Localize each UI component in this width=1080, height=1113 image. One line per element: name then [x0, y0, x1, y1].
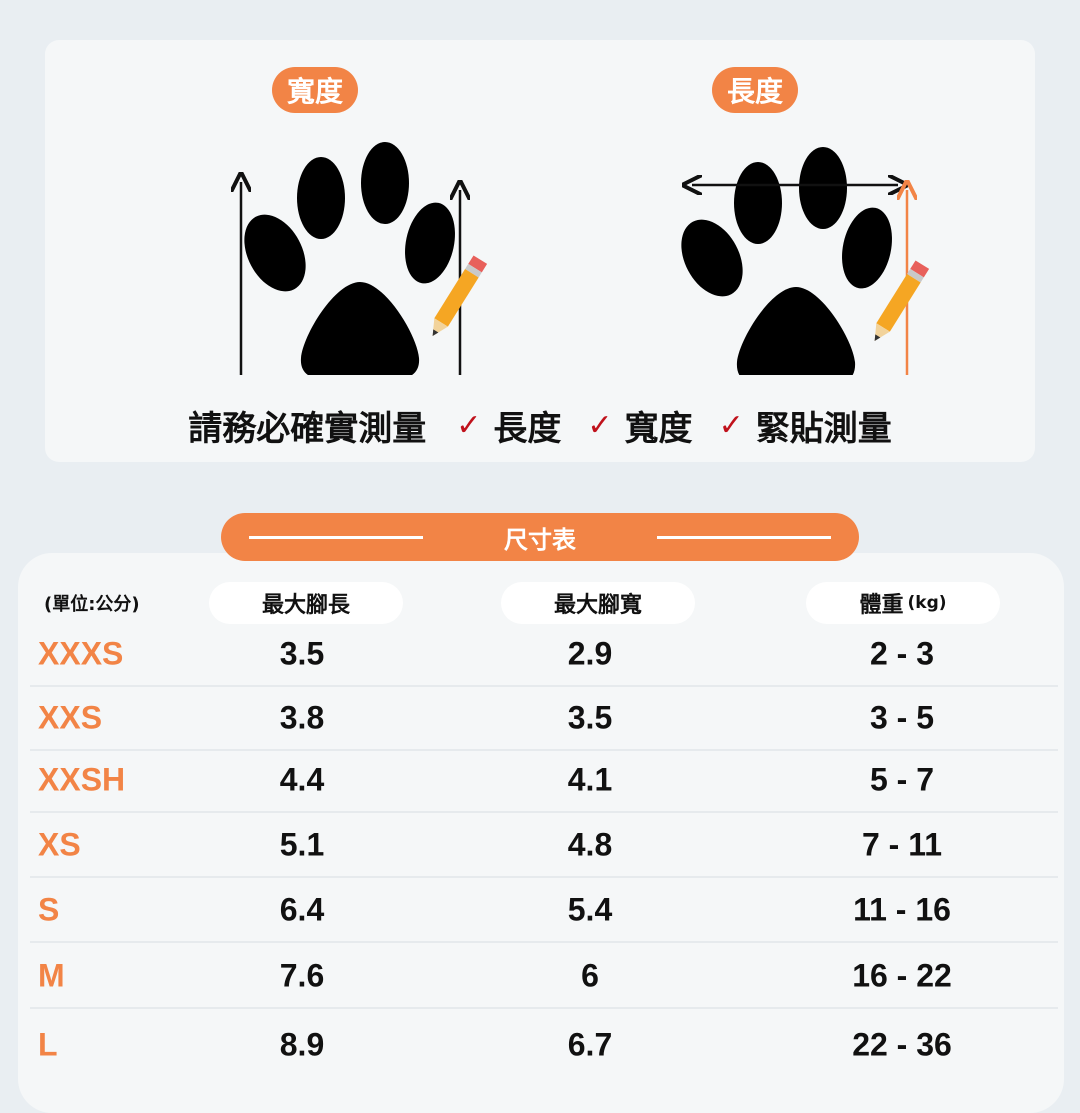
header-max-length: 最大腳長	[209, 582, 403, 624]
weight-cell: 3 - 5	[869, 699, 935, 736]
max-length-cell: 5.1	[279, 826, 325, 863]
size-label: XXXS	[38, 635, 124, 672]
max-length-cell: 3.8	[279, 699, 325, 736]
header-max-width: 最大腳寬	[501, 582, 695, 624]
length-measure-illustration	[681, 147, 940, 375]
table-row: L 8.9 6.7 22 - 36	[30, 1014, 1058, 1076]
size-label: M	[38, 957, 65, 994]
table-row: S 6.4 5.4 11 - 16	[30, 879, 1058, 943]
table-row: XXS 3.8 3.5 3 - 5	[30, 687, 1058, 751]
instruction-text: 請務必確實測量	[188, 408, 427, 449]
width-badge: 寬度	[272, 67, 358, 113]
banner-divider	[657, 536, 831, 539]
check-icon: ✓	[718, 407, 744, 443]
weight-cell: 7 - 11	[861, 826, 943, 863]
max-width-cell: 6.7	[567, 1026, 613, 1063]
max-length-cell: 8.9	[279, 1026, 325, 1063]
weight-cell: 16 - 22	[852, 957, 952, 994]
check-icon: ✓	[587, 407, 613, 443]
table-row: M 7.6 6 16 - 22	[30, 945, 1058, 1009]
length-badge: 長度	[712, 67, 798, 113]
size-label: L	[38, 1026, 58, 1063]
size-chart-title: 尺寸表	[504, 525, 576, 554]
max-width-cell: 4.8	[567, 826, 613, 863]
size-chart-card	[18, 553, 1064, 1113]
max-width-cell: 5.4	[567, 891, 613, 928]
weight-cell: 2 - 3	[869, 635, 935, 672]
max-length-cell: 7.6	[279, 957, 325, 994]
max-length-cell: 6.4	[279, 891, 325, 928]
max-width-cell: 2.9	[567, 635, 613, 672]
check-item-width: ✓ 寬度	[587, 407, 693, 449]
pencil-icon	[432, 255, 488, 337]
unit-note: (單位:公分)	[44, 594, 140, 615]
weight-cell: 11 - 16	[853, 891, 951, 928]
size-chart-banner: 尺寸表	[221, 513, 859, 561]
max-length-cell: 3.5	[279, 635, 325, 672]
measure-instructions: 請務必確實測量 ✓ 長度 ✓ 寬度 ✓ 緊貼測量	[45, 400, 1035, 450]
table-row: XXSH 4.4 4.1 5 - 7	[30, 749, 1058, 813]
table-row: XS 5.1 4.8 7 - 11	[30, 814, 1058, 878]
table-row: XXXS 3.5 2.9 2 - 3	[30, 623, 1058, 687]
check-item-snug: ✓ 緊貼測量	[718, 407, 892, 449]
size-label: XXSH	[38, 761, 126, 798]
size-label: XXS	[38, 699, 103, 736]
check-item-length: ✓ 長度	[456, 407, 562, 449]
width-measure-illustration	[185, 142, 495, 375]
measurement-guide-card: 寬度 長度	[45, 40, 1035, 462]
size-label: S	[38, 891, 60, 928]
max-width-cell: 4.1	[567, 761, 613, 798]
max-length-cell: 4.4	[279, 761, 325, 798]
check-icon: ✓	[456, 407, 482, 443]
max-width-cell: 3.5	[567, 699, 613, 736]
max-width-cell: 6	[581, 957, 599, 994]
header-weight: 體重 (kg)	[806, 582, 1000, 624]
weight-cell: 5 - 7	[869, 761, 935, 798]
pencil-icon	[874, 260, 930, 342]
size-label: XS	[38, 826, 81, 863]
weight-cell: 22 - 36	[852, 1026, 952, 1063]
paw-icon	[244, 142, 455, 375]
banner-divider	[249, 536, 423, 539]
